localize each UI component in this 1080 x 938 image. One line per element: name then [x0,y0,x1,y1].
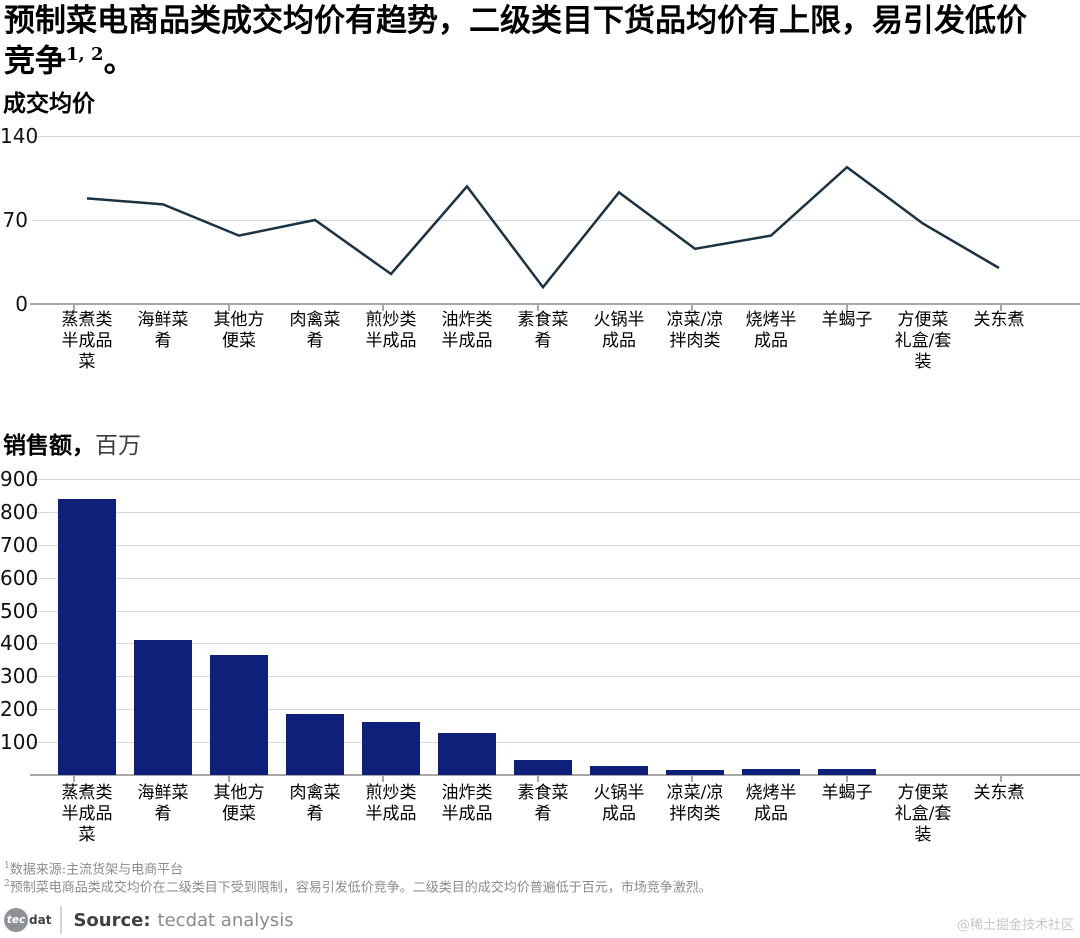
x-axis-line [30,774,1080,776]
footnote-1: 1数据来源:主流货架与电商平台 [4,861,184,878]
bar-chart-title: 销售额，百万 [3,432,141,459]
gridline [32,611,1080,612]
x-axis-label: 蒸煮类 半成品 菜 [61,310,113,372]
bar [58,498,116,775]
bar [210,655,268,775]
x-axis-label: 其他方 便菜 [213,783,265,824]
axis-tick [73,304,75,311]
x-axis-label: 煎炒类 半成品 [365,310,417,351]
y-axis-label: 400 [0,631,39,655]
x-axis-label: 蒸煮类 半成品 菜 [61,783,113,845]
bar [666,769,724,775]
axis-tick [1000,304,1002,311]
bar [362,722,420,775]
x-axis-label: 方便菜 礼盒/套 装 [894,310,952,372]
footnote-2: 2预制菜电商品类成交均价在二级类目下受到限制，容易引发低价竞争。二级类目的成交均… [4,879,712,896]
x-axis-label: 凉菜/凉 拌肉类 [666,783,724,824]
x-axis-label: 煎炒类 半成品 [365,783,417,824]
trend-line-svg [86,165,1000,290]
page-title-line2: 竞争1, 2。 [4,43,135,80]
gridline [32,742,1080,743]
gridline [32,220,1080,221]
x-axis-label: 海鲜菜 肴 [137,310,189,351]
y-axis-label: 100 [0,730,39,754]
x-axis-label: 烧烤半 成品 [745,783,797,824]
bar [742,769,800,775]
bar-chart-unit: 百万 [95,433,141,459]
gridline [32,643,1080,644]
x-axis-label: 羊蝎子 [821,310,873,330]
axis-tick [228,304,230,311]
x-axis-label: 其他方 便菜 [213,310,265,351]
y-axis-label: 70 [2,208,28,232]
x-axis-label: 关东煮 [973,783,1025,803]
gridline [32,545,1080,546]
axis-tick [73,775,75,782]
x-axis-line [30,303,1080,305]
y-axis-label: 700 [0,533,39,557]
x-axis-label: 关东煮 [973,310,1025,330]
axis-tick [228,775,230,782]
x-axis-label: 火锅半 成品 [593,783,645,824]
page-title: 预制菜电商品类成交均价有趋势，二级类目下货品均价有上限，易引发低价 竞争1, 2… [4,4,1076,78]
x-axis-label: 海鲜菜 肴 [137,783,189,824]
bar [134,639,192,775]
axis-tick [846,775,848,782]
axis-tick [691,304,693,311]
bar [286,714,344,775]
axis-tick [691,775,693,782]
x-axis-label: 凉菜/凉 拌肉类 [666,310,724,351]
source-text: tecdat analysis [157,909,294,931]
gridline [32,676,1080,677]
page-title-line1: 预制菜电商品类成交均价有趋势，二级类目下货品均价有上限，易引发低价 [4,3,1027,39]
gridline [32,578,1080,579]
gridline [32,479,1080,480]
axis-tick [537,304,539,311]
x-axis-label: 素食菜 肴 [517,310,569,351]
x-axis-label: 油炸类 半成品 [441,783,493,824]
y-axis-label: 900 [0,467,39,491]
gridline [32,709,1080,710]
tecdat-logo-text: dat [29,913,52,927]
x-axis-label: 肉禽菜 肴 [289,310,341,351]
trend-line [86,165,1000,290]
axis-tick [382,304,384,311]
bar [818,768,876,775]
axis-tick [1000,775,1002,782]
title-footnote-refs: 1, 2 [66,44,104,65]
y-axis-label: 500 [0,599,39,623]
axis-tick [846,304,848,311]
y-axis-label: 0 [15,292,28,316]
gridline [32,512,1080,513]
bar [438,732,496,775]
line-chart-title: 成交均价 [3,90,95,117]
y-axis-label: 600 [0,566,39,590]
x-axis-label: 烧烤半 成品 [745,310,797,351]
x-axis-label: 素食菜 肴 [517,783,569,824]
bar [590,766,648,775]
x-axis-label: 方便菜 礼盒/套 装 [894,783,952,845]
source-divider [60,906,63,934]
tecdat-logo-icon: tec [4,908,28,932]
y-axis-label: 800 [0,500,39,524]
y-axis-label: 200 [0,697,39,721]
x-axis-label: 油炸类 半成品 [441,310,493,351]
axis-tick [537,775,539,782]
x-axis-label: 火锅半 成品 [593,310,645,351]
source-label: Source: [73,909,151,931]
y-axis-label: 300 [0,664,39,688]
watermark: @稀土掘金技术社区 [956,918,1074,933]
gridline [32,136,1080,137]
x-axis-label: 肉禽菜 肴 [289,783,341,824]
bar [514,760,572,775]
axis-tick [382,775,384,782]
x-axis-label: 羊蝎子 [821,783,873,803]
source-bar: tec dat Source: tecdat analysis [4,904,294,936]
